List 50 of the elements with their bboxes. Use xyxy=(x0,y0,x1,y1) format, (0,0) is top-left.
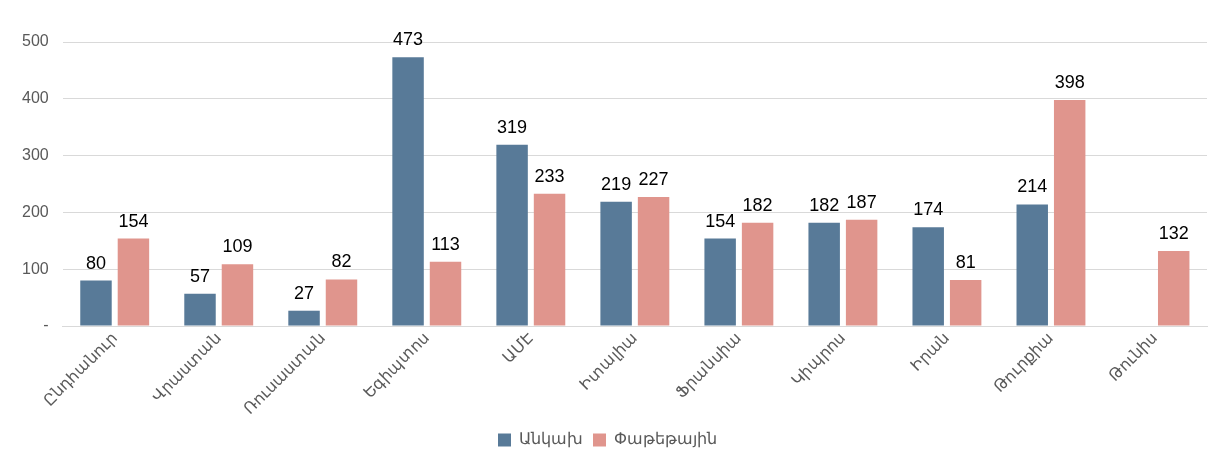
bar xyxy=(533,193,566,326)
bar xyxy=(637,197,670,326)
bar xyxy=(741,222,774,326)
bar xyxy=(949,280,982,326)
bar xyxy=(184,293,216,326)
data-label: 80 xyxy=(85,252,106,273)
bar xyxy=(704,238,736,326)
y-tick-label: 200 xyxy=(21,202,49,220)
data-label: 398 xyxy=(1054,71,1085,92)
bar xyxy=(221,264,254,326)
data-label: 132 xyxy=(1158,223,1189,244)
data-label: 154 xyxy=(705,210,736,231)
data-label: 82 xyxy=(331,251,352,272)
data-label: 187 xyxy=(846,191,877,212)
data-label: 227 xyxy=(638,169,669,190)
y-tick-label: 100 xyxy=(21,259,49,277)
data-label: 174 xyxy=(913,199,944,220)
bar xyxy=(429,261,462,326)
bar xyxy=(1016,204,1048,326)
data-label: 109 xyxy=(222,236,253,257)
data-label: 214 xyxy=(1017,176,1048,197)
y-tick-label: 400 xyxy=(21,89,49,107)
data-label: 57 xyxy=(190,265,211,286)
y-tick-label: 500 xyxy=(21,32,49,50)
data-label: 154 xyxy=(118,210,149,231)
bar xyxy=(912,227,944,326)
bar xyxy=(496,144,528,326)
bar xyxy=(80,280,112,326)
bar xyxy=(600,201,632,326)
data-label: 182 xyxy=(742,194,773,215)
data-label: 81 xyxy=(955,252,976,273)
data-label: 113 xyxy=(431,233,460,254)
bar xyxy=(117,238,150,326)
bar xyxy=(1053,99,1086,326)
data-label: 219 xyxy=(601,173,632,194)
data-label: 182 xyxy=(809,194,840,215)
data-label: 27 xyxy=(294,282,315,303)
y-tick-label: 300 xyxy=(21,146,49,164)
bar xyxy=(1157,251,1190,326)
y-tick-label: - xyxy=(43,316,49,334)
data-label: 319 xyxy=(497,116,528,137)
legend-label: Փաթեթային xyxy=(614,430,717,449)
data-label: 233 xyxy=(534,165,565,186)
bar xyxy=(288,310,320,326)
bar xyxy=(325,279,358,326)
legend-label: Անկախ xyxy=(519,430,583,449)
bar xyxy=(845,219,878,326)
data-label: 473 xyxy=(393,29,424,50)
bar xyxy=(808,222,840,326)
bar xyxy=(392,57,424,326)
